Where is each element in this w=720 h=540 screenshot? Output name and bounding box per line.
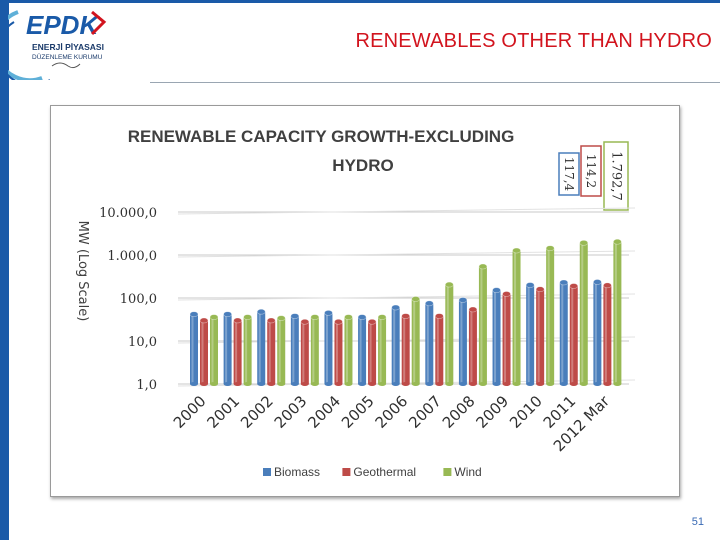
bar-wind-2003 — [310, 314, 320, 386]
svg-text:114,2: 114,2 — [584, 154, 598, 188]
top-accent-line — [0, 0, 720, 3]
bar-wind-2007 — [445, 281, 454, 386]
annotation-wind: 1.792,7 — [603, 141, 629, 211]
bar-geothermal-2002 — [266, 317, 276, 386]
bar-geothermal-2011 — [569, 283, 579, 386]
left-accent-bar — [0, 0, 9, 540]
gridline-depth — [177, 207, 636, 215]
x-tick-label: 2004 — [304, 392, 344, 432]
bar-biomass-2002 — [256, 308, 266, 386]
bar-biomass-2006 — [391, 304, 400, 386]
bar-biomass-2010 — [525, 282, 535, 386]
bar-biomass-2004 — [324, 310, 333, 386]
bar-geothermal-2004 — [334, 318, 343, 386]
bar-biomass-2003 — [290, 313, 300, 386]
bar-wind-2006 — [411, 296, 420, 386]
x-tick-label: 2002 — [237, 392, 277, 432]
legend-swatch-geothermal — [342, 468, 351, 476]
bar-wind-2012-mar — [613, 238, 622, 386]
logo-line2: DÜZENLEME KURUMU — [32, 53, 103, 61]
bar-wind-2005 — [377, 314, 387, 386]
bar-wind-2009 — [512, 247, 521, 386]
x-tick-label: 2009 — [472, 392, 512, 432]
legend-swatch-wind — [443, 468, 452, 476]
bar-geothermal-2000 — [199, 317, 209, 386]
x-tick-label: 2008 — [439, 392, 479, 432]
x-tick-label: 2000 — [170, 392, 210, 432]
slide-title: RENEWABLES OTHER THAN HYDRO — [355, 30, 712, 52]
bar-wind-2004 — [344, 314, 353, 386]
bar-geothermal-2007 — [435, 313, 444, 386]
bar-biomass-2009 — [492, 287, 501, 386]
y-tick-label: 10,0 — [128, 335, 157, 350]
bar-wind-2000 — [209, 314, 219, 386]
bar-biomass-2011 — [559, 279, 569, 386]
gridline-depth — [177, 293, 636, 301]
legend-label-geothermal: Geothermal — [353, 465, 416, 479]
legend-label-biomass: Biomass — [274, 465, 320, 479]
y-tick-label: 1,0 — [136, 378, 157, 393]
bar-wind-2002 — [276, 315, 286, 386]
bar-geothermal-2006 — [401, 313, 410, 386]
chart-title-line1: RENEWABLE CAPACITY GROWTH-EXCLUDING — [128, 127, 515, 146]
header-rule — [150, 82, 720, 83]
bar-geothermal-2005 — [367, 318, 377, 386]
bar-geothermal-2008 — [468, 306, 478, 386]
bar-biomass-2012-mar — [593, 279, 602, 386]
x-tick-label: 2007 — [405, 392, 445, 432]
annotation-biomass: 117,4 — [558, 152, 580, 196]
epdk-logo: EPDK ENERJİ PİYASASI DÜZENLEME KURUMU — [0, 4, 136, 87]
bar-biomass-2007 — [425, 300, 434, 386]
x-tick-label: 2003 — [271, 392, 311, 432]
gridline-depth — [177, 250, 636, 258]
x-tick-label: 2010 — [506, 392, 546, 432]
svg-text:117,4: 117,4 — [562, 157, 576, 192]
x-tick-label: 2005 — [338, 392, 378, 432]
bar-geothermal-2009 — [502, 291, 511, 386]
bar-biomass-2005 — [357, 314, 367, 386]
logo-brand: EPDK — [26, 10, 100, 40]
bar-wind-2011 — [579, 240, 589, 386]
bar-biomass-2008 — [458, 297, 468, 386]
bar-wind-2008 — [478, 263, 488, 386]
bar-geothermal-2001 — [233, 317, 242, 386]
annotation-geothermal: 114,2 — [580, 145, 602, 197]
legend-swatch-biomass — [263, 468, 271, 476]
y-tick-label: 100,0 — [120, 292, 157, 307]
x-tick-label: 2006 — [372, 392, 412, 432]
bar-wind-2001 — [243, 314, 252, 386]
logo-signature — [51, 62, 81, 69]
bar-biomass-2001 — [223, 311, 232, 386]
bar-geothermal-2003 — [300, 318, 310, 386]
logo-line1: ENERJİ PİYASASI — [32, 42, 104, 52]
page-number: 51 — [691, 516, 704, 528]
x-tick-label: 2001 — [204, 392, 244, 432]
svg-text:1.792,7: 1.792,7 — [609, 151, 624, 201]
bar-biomass-2000 — [189, 311, 199, 386]
chart-frame: RENEWABLE CAPACITY GROWTH-EXCLUDING HYDR… — [50, 105, 680, 497]
bar-geothermal-2010 — [535, 286, 545, 386]
chart-title-line2: HYDRO — [332, 156, 393, 175]
y-tick-label: 1.000,0 — [107, 249, 157, 264]
capacity-chart: RENEWABLE CAPACITY GROWTH-EXCLUDING HYDR… — [75, 127, 636, 479]
bar-wind-2010 — [545, 245, 555, 386]
bar-geothermal-2012-mar — [603, 282, 612, 386]
y-tick-label: 10.000,0 — [99, 206, 157, 221]
legend-label-wind: Wind — [454, 465, 481, 479]
y-axis-label: MW (Log Scale) — [75, 221, 90, 322]
